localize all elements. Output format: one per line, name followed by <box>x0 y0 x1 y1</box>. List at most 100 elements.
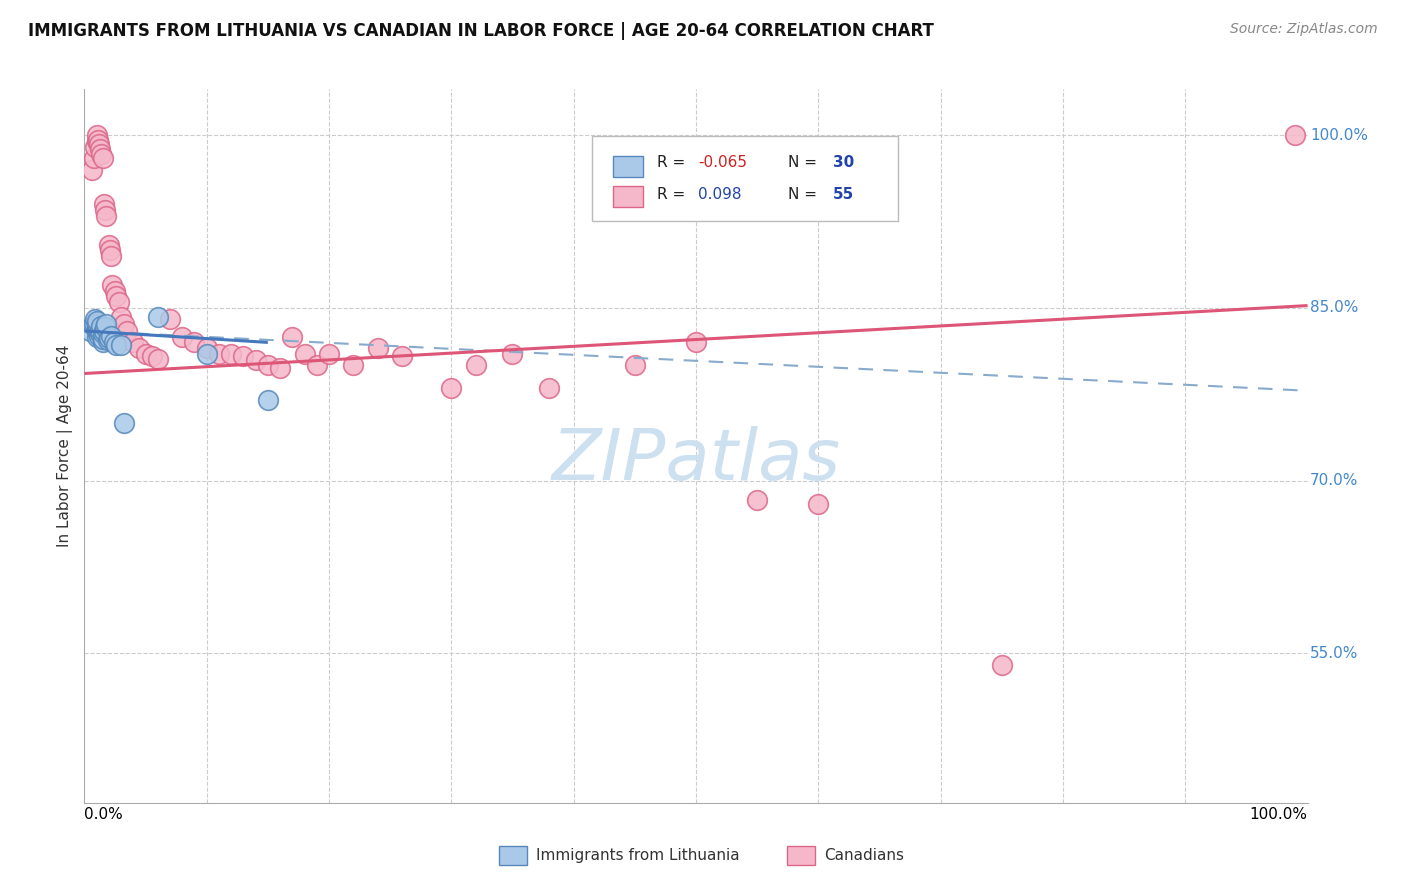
Text: 55: 55 <box>832 186 855 202</box>
Point <box>91 326 114 341</box>
Point <box>86 134 108 148</box>
Point <box>464 359 486 373</box>
Text: 100.0%: 100.0% <box>1250 807 1308 822</box>
Text: -0.065: -0.065 <box>699 155 748 170</box>
Point <box>281 329 304 343</box>
Point <box>86 317 108 331</box>
Point <box>115 324 138 338</box>
FancyBboxPatch shape <box>613 186 644 207</box>
Point <box>110 337 132 351</box>
Point <box>100 249 122 263</box>
FancyBboxPatch shape <box>613 155 644 177</box>
Point <box>91 151 114 165</box>
Point <box>391 349 413 363</box>
Point <box>195 347 218 361</box>
Point <box>87 137 110 152</box>
Point <box>172 329 194 343</box>
Y-axis label: In Labor Force | Age 20-64: In Labor Force | Age 20-64 <box>58 345 73 547</box>
Point <box>141 349 163 363</box>
Point <box>245 352 267 367</box>
Point <box>128 341 150 355</box>
Point <box>195 341 218 355</box>
Point <box>89 142 111 156</box>
Point <box>90 319 112 334</box>
Point <box>135 347 157 361</box>
Text: ZIPatlas: ZIPatlas <box>551 425 841 495</box>
Point <box>97 237 120 252</box>
Point <box>94 320 117 334</box>
Point <box>86 128 108 143</box>
Text: Source: ZipAtlas.com: Source: ZipAtlas.com <box>1230 22 1378 37</box>
Point <box>112 416 135 430</box>
Point <box>342 359 364 373</box>
Point <box>86 320 108 334</box>
Point <box>990 657 1012 672</box>
Text: IMMIGRANTS FROM LITHUANIA VS CANADIAN IN LABOR FORCE | AGE 20-64 CORRELATION CHA: IMMIGRANTS FROM LITHUANIA VS CANADIAN IN… <box>28 22 934 40</box>
Point <box>94 202 117 217</box>
Point <box>122 335 145 350</box>
Point <box>97 331 120 345</box>
Point <box>538 381 561 395</box>
Text: R =: R = <box>657 155 690 170</box>
Point <box>107 295 129 310</box>
Point <box>105 289 128 303</box>
Text: 100.0%: 100.0% <box>1310 128 1368 143</box>
Point <box>97 333 120 347</box>
Point <box>440 381 463 395</box>
Point <box>159 312 181 326</box>
Text: 55.0%: 55.0% <box>1310 646 1358 661</box>
Point <box>96 209 118 223</box>
Point <box>110 310 132 324</box>
Point <box>86 329 108 343</box>
Text: Immigrants from Lithuania: Immigrants from Lithuania <box>536 848 740 863</box>
Point <box>624 359 647 373</box>
Point <box>93 197 115 211</box>
Point <box>807 497 830 511</box>
Point <box>96 317 118 331</box>
Point <box>146 351 169 366</box>
Text: 70.0%: 70.0% <box>1310 473 1358 488</box>
Point <box>83 151 105 165</box>
Point <box>84 140 107 154</box>
Point <box>89 326 111 341</box>
Point <box>269 360 291 375</box>
Point <box>1284 128 1306 143</box>
Point <box>208 347 231 361</box>
Point <box>112 317 135 331</box>
Point <box>100 328 122 343</box>
Text: 0.0%: 0.0% <box>84 807 124 822</box>
Point <box>98 244 121 258</box>
Point <box>87 328 110 343</box>
Text: 85.0%: 85.0% <box>1310 301 1358 316</box>
Point <box>305 359 328 373</box>
Point <box>367 341 389 355</box>
Point <box>232 349 254 363</box>
Point <box>86 313 108 327</box>
Point <box>101 277 124 292</box>
Point <box>146 310 169 324</box>
Point <box>89 323 111 337</box>
Point <box>103 335 125 350</box>
Point <box>86 324 108 338</box>
Point <box>105 337 128 351</box>
Point <box>93 324 115 338</box>
Text: R =: R = <box>657 186 690 202</box>
Point <box>83 316 105 330</box>
Text: N =: N = <box>787 186 821 202</box>
Text: 0.098: 0.098 <box>699 186 742 202</box>
Point <box>104 284 127 298</box>
Point <box>82 318 104 333</box>
Point <box>257 359 280 373</box>
Point <box>91 335 114 350</box>
Point <box>294 347 316 361</box>
Point <box>90 146 112 161</box>
Point <box>86 321 108 335</box>
Point <box>318 347 340 361</box>
FancyBboxPatch shape <box>592 136 898 221</box>
Point <box>219 347 242 361</box>
Point <box>685 335 707 350</box>
Point <box>80 162 103 177</box>
Point <box>79 324 101 338</box>
Text: Canadians: Canadians <box>824 848 904 863</box>
Text: 30: 30 <box>832 155 855 170</box>
